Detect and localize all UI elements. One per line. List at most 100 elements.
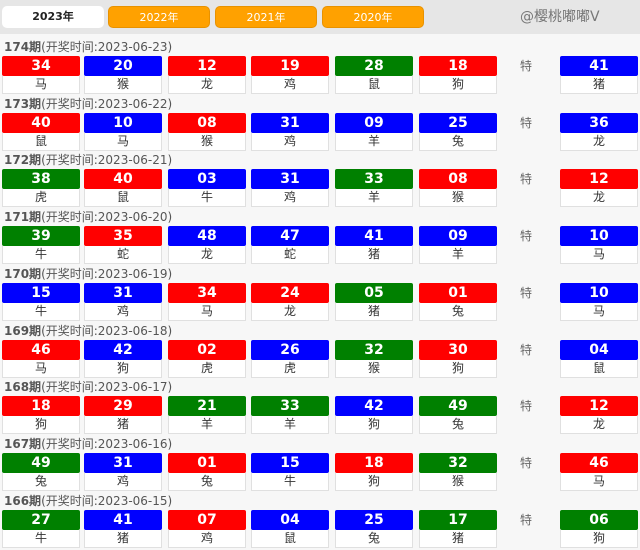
normal-ball: 15 牛	[2, 282, 80, 321]
special-label: 特	[520, 285, 533, 300]
zodiac-label: 鼠	[335, 76, 413, 94]
normal-ball: 08 猴	[419, 169, 497, 208]
ball-number: 10	[84, 112, 162, 133]
special-label: 特	[520, 399, 533, 414]
zodiac-label: 鼠	[560, 359, 638, 378]
special-ball: 46 马	[560, 452, 638, 491]
issue-number: 171期	[4, 210, 42, 225]
draw-row: 170期(开奖时间:2023-06-19) 15 牛 31 鸡 34 马 24 龙 05 猪 01 兔特…	[0, 267, 640, 323]
normal-ball: 07 鸡	[168, 509, 246, 548]
normal-ball: 24 龙	[251, 282, 329, 321]
zodiac-label: 马	[84, 132, 162, 151]
zodiac-label: 马	[560, 302, 638, 321]
zodiac-label: 狗	[419, 76, 497, 94]
ball-number: 32	[335, 339, 413, 360]
special-label: 特	[520, 342, 533, 357]
zodiac-label: 猪	[560, 76, 638, 94]
zodiac-label: 狗	[560, 529, 638, 548]
zodiac-label: 鼠	[84, 189, 162, 208]
issue-number: 168期	[4, 380, 42, 395]
ball-number: 41	[335, 226, 413, 247]
normal-ball: 46 马	[2, 339, 80, 378]
normal-ball: 34 马	[168, 282, 246, 321]
normal-ball: 28 鼠	[335, 56, 413, 94]
zodiac-label: 鸡	[251, 76, 329, 94]
ball-number: 33	[335, 169, 413, 190]
normal-ball: 01 兔	[168, 452, 246, 491]
ball-number: 02	[168, 339, 246, 360]
draw-header: 171期(开奖时间:2023-06-20)	[4, 210, 172, 224]
tab-year-2021[interactable]: 2021年	[215, 6, 317, 28]
ball-number: 12	[168, 56, 246, 76]
zodiac-label: 虎	[251, 359, 329, 378]
ball-number: 25	[419, 112, 497, 133]
normal-ball: 48 龙	[168, 226, 246, 265]
zodiac-label: 狗	[2, 416, 80, 435]
zodiac-label: 羊	[419, 246, 497, 265]
normal-ball: 31 鸡	[84, 282, 162, 321]
issue-number: 173期	[4, 96, 42, 111]
ball-number: 38	[2, 169, 80, 190]
watermark: @樱桃嘟嘟V	[520, 9, 600, 25]
draw-date: (开奖时间:2023-06-16)	[41, 436, 173, 451]
special-ball: 36 龙	[560, 112, 638, 151]
normal-ball: 31 鸡	[251, 169, 329, 208]
zodiac-label: 兔	[335, 529, 413, 548]
tab-year-2020[interactable]: 2020年	[322, 6, 424, 28]
draw-date: (开奖时间:2023-06-23)	[41, 40, 173, 54]
zodiac-label: 龙	[168, 76, 246, 94]
zodiac-label: 马	[168, 302, 246, 321]
ball-number: 46	[2, 339, 80, 360]
ball-number: 41	[560, 56, 638, 76]
ball-number: 15	[2, 282, 80, 303]
normal-ball: 17 猪	[419, 509, 497, 548]
tab-year-2023[interactable]: 2023年	[2, 6, 104, 28]
draw-header: 167期(开奖时间:2023-06-16)	[4, 437, 172, 451]
zodiac-label: 马	[2, 359, 80, 378]
zodiac-label: 鼠	[2, 132, 80, 151]
tab-year-2022[interactable]: 2022年	[108, 6, 210, 28]
ball-number: 18	[2, 396, 80, 417]
ball-number: 31	[251, 169, 329, 190]
normal-ball: 49 兔	[419, 396, 497, 435]
ball-number: 24	[251, 282, 329, 303]
ball-number: 10	[560, 226, 638, 247]
ball-number: 06	[560, 509, 638, 530]
ball-number: 34	[168, 282, 246, 303]
normal-ball: 47 蛇	[251, 226, 329, 265]
zodiac-label: 牛	[251, 472, 329, 491]
ball-number: 34	[2, 56, 80, 76]
ball-number: 27	[2, 509, 80, 530]
ball-number: 29	[84, 396, 162, 417]
ball-number: 49	[419, 396, 497, 417]
normal-ball: 34 马	[2, 56, 80, 94]
ball-number: 40	[2, 112, 80, 133]
zodiac-label: 龙	[560, 189, 638, 208]
normal-ball: 39 牛	[2, 226, 80, 265]
zodiac-label: 牛	[2, 302, 80, 321]
zodiac-label: 猴	[84, 76, 162, 94]
draw-header: 173期(开奖时间:2023-06-22)	[4, 97, 172, 111]
draw-row: 171期(开奖时间:2023-06-20) 39 牛 35 蛇 48 龙 47 蛇 41 猪 09 羊特…	[0, 210, 640, 266]
normal-ball: 19 鸡	[251, 56, 329, 94]
issue-number: 169期	[4, 323, 42, 338]
ball-number: 01	[168, 452, 246, 473]
ball-number: 20	[84, 56, 162, 76]
zodiac-label: 虎	[168, 359, 246, 378]
draw-row: 174期(开奖时间:2023-06-23) 34 马 20 猴 12 龙 19 鸡 28 鼠 18 狗特…	[0, 40, 640, 96]
zodiac-label: 狗	[335, 472, 413, 491]
zodiac-label: 狗	[419, 359, 497, 378]
ball-number: 07	[168, 509, 246, 530]
special-ball: 12 龙	[560, 169, 638, 208]
issue-number: 170期	[4, 266, 42, 281]
draw-date: (开奖时间:2023-06-21)	[41, 153, 173, 168]
zodiac-label: 羊	[168, 416, 246, 435]
ball-number: 41	[84, 509, 162, 530]
zodiac-label: 猴	[168, 132, 246, 151]
normal-ball: 42 狗	[84, 339, 162, 378]
ball-number: 01	[419, 282, 497, 303]
normal-ball: 30 狗	[419, 339, 497, 378]
zodiac-label: 猴	[419, 472, 497, 491]
zodiac-label: 鸡	[84, 302, 162, 321]
ball-number: 31	[84, 282, 162, 303]
